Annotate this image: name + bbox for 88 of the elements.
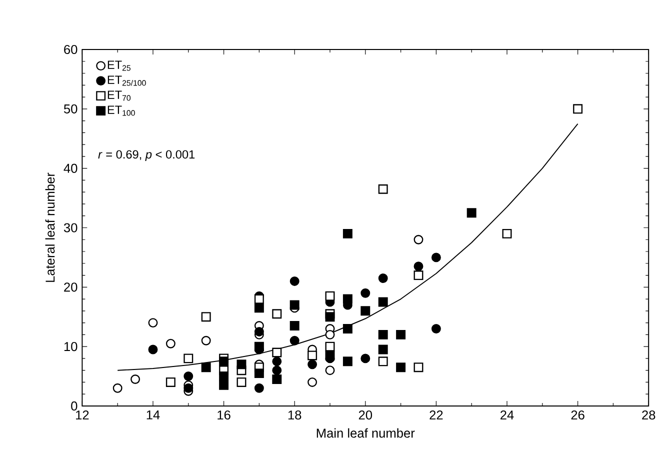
point [378, 273, 388, 283]
point [342, 324, 352, 334]
legend-label: ET$_{100}$ [108, 106, 135, 116]
point [308, 377, 318, 387]
x-tick-label: 22 [430, 410, 443, 420]
point [184, 371, 194, 381]
point [272, 374, 282, 384]
point [166, 338, 176, 348]
point [272, 348, 282, 358]
point [254, 294, 264, 304]
x-tick-label: 12 [76, 410, 89, 420]
point [290, 320, 300, 330]
point [466, 208, 476, 218]
point [112, 383, 122, 393]
point [166, 377, 176, 387]
point [325, 291, 335, 301]
point [396, 330, 406, 340]
x-tick-label: 14 [146, 410, 160, 420]
point [414, 261, 424, 271]
point [360, 306, 370, 316]
x-tick-label: 24 [500, 410, 514, 420]
point [325, 330, 335, 340]
point [502, 228, 512, 238]
point [201, 362, 211, 372]
point [254, 326, 264, 336]
y-tick-label: 30 [64, 223, 78, 232]
x-tick-label: 20 [358, 410, 372, 420]
point [290, 300, 300, 310]
point [254, 383, 264, 393]
point [236, 377, 246, 387]
legend-label: ET$_{25}$ [108, 60, 131, 71]
x-axis-title: Main leaf number [316, 428, 415, 438]
point [431, 324, 441, 334]
point [219, 371, 229, 381]
point [236, 359, 246, 369]
point [414, 362, 424, 372]
point [290, 336, 300, 346]
legend-label: ET$_{70}$ [108, 90, 131, 101]
point [573, 104, 583, 114]
y-tick-label: 10 [64, 342, 78, 351]
point [219, 380, 229, 390]
point [272, 356, 282, 366]
point [272, 365, 282, 375]
point [378, 330, 388, 340]
y-tick-label: 20 [64, 282, 78, 292]
point [414, 234, 424, 244]
annotation: r = 0.69, p < 0.001 [98, 150, 195, 161]
point [148, 318, 158, 328]
y-tick-label: 60 [64, 44, 78, 54]
point [308, 350, 318, 360]
point [378, 297, 388, 307]
point [254, 368, 264, 378]
point [290, 276, 300, 286]
point [360, 354, 370, 363]
point [414, 270, 424, 280]
point [308, 359, 318, 369]
point [184, 383, 194, 393]
point [378, 184, 388, 194]
point [360, 288, 370, 298]
point [342, 228, 352, 238]
y-tick-label: 0 [71, 401, 78, 410]
y-tick-label: 40 [64, 164, 78, 173]
y-tick-label: 50 [64, 104, 78, 114]
point [254, 342, 264, 352]
point [396, 362, 406, 372]
x-tick-label: 16 [218, 410, 230, 420]
point [325, 312, 335, 322]
point [219, 356, 229, 366]
legend-label: ET$_{25/100}$ [108, 76, 146, 86]
point [201, 312, 211, 322]
point [148, 344, 158, 354]
point [342, 294, 352, 304]
x-tick-label: 18 [288, 410, 302, 420]
point [201, 336, 211, 346]
point [325, 350, 335, 360]
point [378, 344, 388, 354]
y-axis-title: Lateral leaf number [45, 172, 55, 282]
x-tick-label: 28 [642, 410, 656, 420]
point [184, 354, 194, 363]
point [378, 356, 388, 366]
point [325, 365, 335, 375]
point [272, 308, 282, 318]
point [130, 374, 140, 384]
line-series [117, 123, 578, 371]
point [342, 356, 352, 366]
point [431, 252, 441, 262]
x-tick-label: 26 [571, 410, 584, 420]
point [254, 303, 264, 312]
